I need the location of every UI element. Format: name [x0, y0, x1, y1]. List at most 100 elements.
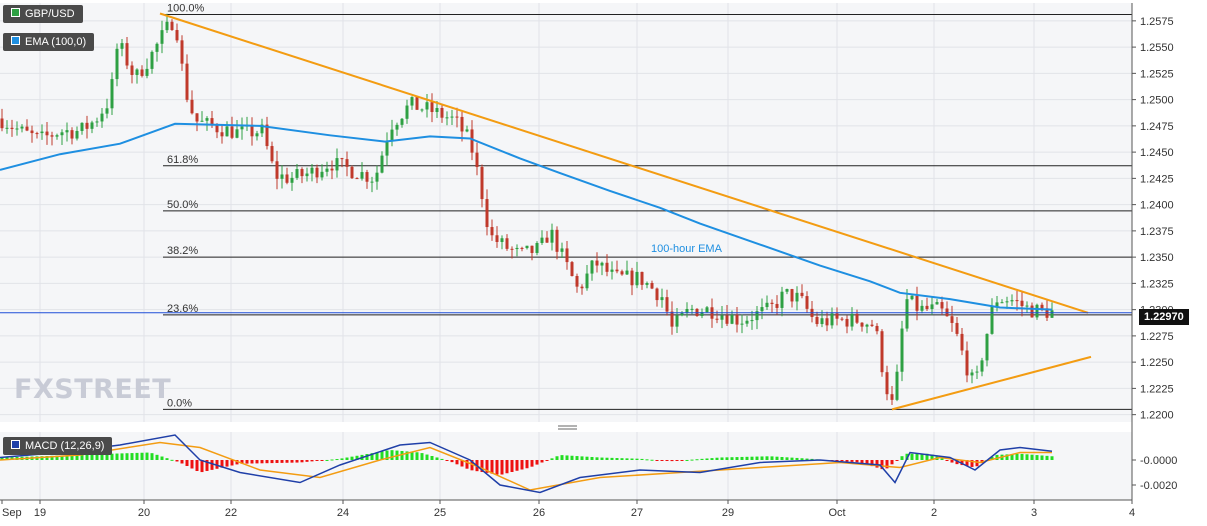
candle-body — [265, 124, 269, 147]
macd-hist-bar — [645, 459, 649, 461]
macd-hist-bar — [250, 460, 254, 464]
candle-body — [505, 238, 509, 249]
macd-hist-bar — [80, 454, 84, 460]
macd-hist-bar — [640, 458, 644, 460]
candle-body — [685, 308, 689, 313]
candle-body — [540, 237, 544, 243]
candle-body — [900, 328, 904, 372]
macd-hist-bar — [695, 459, 699, 461]
candle-body — [55, 135, 59, 137]
macd-hist-bar — [655, 460, 659, 461]
x-tick-label: 3 — [1031, 507, 1037, 519]
candle-body — [985, 333, 989, 361]
candle-body — [790, 289, 794, 302]
macd-hist-bar — [595, 457, 599, 460]
macd-hist-bar — [85, 454, 89, 460]
macd-hist-bar — [425, 454, 429, 460]
x-tick-label: 24 — [337, 507, 349, 519]
candle-body — [735, 314, 739, 325]
price-tick-label: 1.2375 — [1140, 226, 1174, 238]
macd-hist-bar — [955, 460, 959, 465]
macd-hist-bar — [75, 454, 79, 460]
candle-body — [120, 43, 124, 49]
candle-body — [1030, 305, 1034, 318]
macd-hist-bar — [490, 460, 494, 474]
macd-hist-bar — [580, 456, 584, 460]
price-tick-label: 1.2450 — [1140, 147, 1174, 159]
macd-hist-bar — [1025, 454, 1029, 460]
candle-body — [675, 315, 679, 327]
candle-body — [1050, 310, 1054, 318]
candle-body — [760, 307, 764, 312]
macd-hist-bar — [885, 460, 889, 469]
macd-hist-bar — [370, 453, 374, 460]
candle-body — [125, 43, 129, 66]
candle-body — [200, 120, 204, 122]
x-tick-label: Oct — [828, 507, 845, 519]
candle-body — [1010, 300, 1014, 302]
macd-hist-bar — [550, 458, 554, 460]
macd-hist-bar — [410, 451, 414, 460]
ema-label: EMA (100,0) — [25, 36, 87, 48]
candle-body — [105, 108, 109, 114]
price-tick-label: 1.2425 — [1140, 173, 1174, 185]
candle-body — [855, 313, 859, 323]
macd-hist-bar — [785, 457, 789, 460]
candle-body — [15, 128, 19, 130]
macd-hist-bar — [335, 459, 339, 461]
candle-body — [425, 102, 429, 110]
candle-body — [955, 322, 959, 334]
macd-hist-bar — [240, 460, 244, 464]
macd-hist-bar — [515, 460, 519, 471]
macd-hist-bar — [325, 459, 329, 461]
candle-body — [725, 315, 729, 324]
macd-hist-bar — [285, 460, 289, 463]
macd-hist-bar — [610, 457, 614, 460]
macd-hist-bar — [1035, 455, 1039, 460]
macd-hist-bar — [810, 458, 814, 460]
candle-body — [415, 97, 419, 110]
price-panel-bg — [0, 3, 1132, 422]
macd-hist-bar — [850, 460, 854, 462]
macd-hist-bar — [975, 460, 979, 467]
candle-body — [335, 158, 339, 171]
macd-legend: MACD (12,26,9) — [3, 437, 113, 455]
macd-hist-bar — [895, 460, 899, 461]
candle-body — [375, 172, 379, 182]
candle-body — [700, 312, 704, 316]
candle-body — [630, 270, 634, 286]
macd-hist-bar — [120, 453, 124, 460]
candle-body — [300, 169, 304, 177]
candle-body — [230, 126, 234, 138]
macd-hist-bar — [145, 452, 149, 460]
candle-body — [1020, 300, 1024, 307]
macd-hist-bar — [670, 460, 674, 462]
candle-body — [620, 271, 624, 275]
last-price-tag: 1.22970 — [1139, 309, 1189, 325]
candle-body — [1025, 305, 1029, 307]
candle-body — [160, 30, 164, 44]
candle-body — [280, 174, 284, 179]
macd-hist-bar — [805, 458, 809, 460]
macd-hist-bar — [210, 460, 214, 470]
macd-hist-bar — [355, 455, 359, 460]
candle-body — [970, 372, 974, 376]
candle-body — [195, 113, 199, 122]
candle-body — [720, 315, 724, 320]
macd-hist-bar — [270, 460, 274, 464]
candle-body — [680, 312, 684, 316]
candle-body — [520, 247, 524, 249]
candle-body — [340, 158, 344, 160]
macd-hist-bar — [930, 454, 934, 460]
candle-body — [275, 161, 279, 179]
price-tick-label: 1.2475 — [1140, 121, 1174, 133]
candle-body — [445, 117, 449, 119]
ema-swatch-icon — [11, 36, 20, 45]
symbol-label: GBP/USD — [25, 8, 75, 20]
macd-hist-bar — [90, 454, 94, 460]
macd-hist-bar — [730, 457, 734, 460]
macd-hist-bar — [330, 459, 334, 461]
candle-body — [270, 146, 274, 162]
candle-body — [845, 318, 849, 327]
candle-body — [405, 105, 409, 119]
